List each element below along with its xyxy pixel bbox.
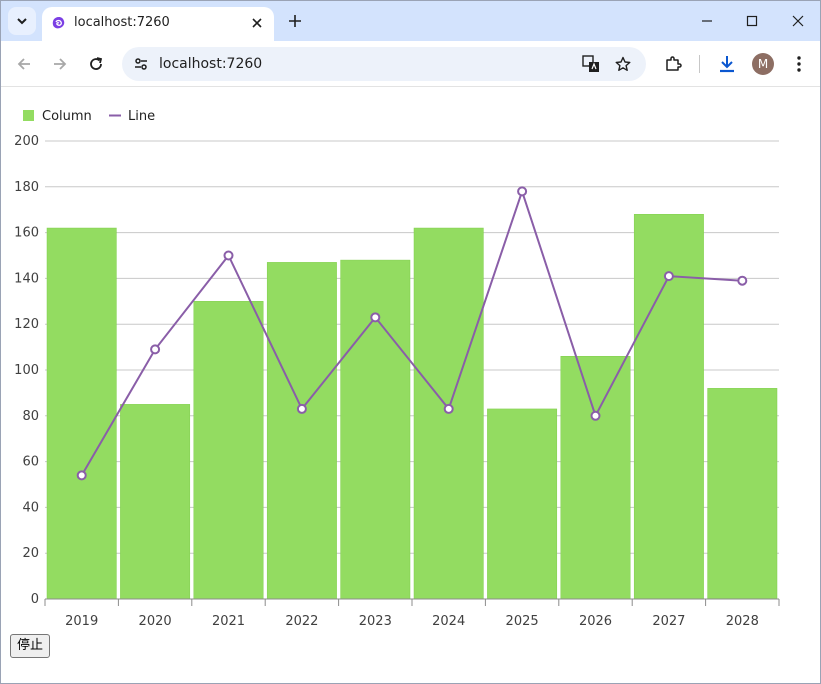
line-point	[737, 275, 748, 286]
maximize-button[interactable]	[740, 9, 764, 33]
profile-avatar[interactable]: M	[752, 53, 774, 75]
tab-strip: localhost:7260	[1, 1, 820, 41]
x-tick-label: 2023	[359, 614, 392, 629]
line-point	[296, 403, 307, 414]
x-tick-label: 2022	[285, 614, 318, 629]
legend-swatch-column	[23, 110, 34, 121]
new-tab-button[interactable]	[283, 9, 307, 33]
x-tick-label: 2028	[726, 614, 759, 629]
translate-icon	[582, 55, 599, 72]
column-bar	[46, 227, 117, 600]
column-bar	[193, 301, 264, 600]
toolbar-separator	[699, 55, 700, 73]
browser-menu-button[interactable]	[786, 51, 812, 77]
line-point	[370, 312, 381, 323]
line-point	[443, 403, 454, 414]
column-bar	[340, 259, 411, 600]
line-path	[80, 188, 743, 476]
column-bar	[120, 404, 191, 600]
column-bar	[560, 356, 631, 600]
minimize-icon	[702, 20, 712, 22]
maximize-icon	[746, 15, 758, 27]
legend-label-line: Line	[128, 109, 155, 124]
line-point	[590, 410, 601, 421]
column-series	[46, 214, 778, 600]
puzzle-icon	[666, 56, 682, 71]
minimize-button[interactable]	[695, 9, 719, 33]
downloads-button[interactable]	[714, 51, 740, 77]
legend: Column Line	[23, 109, 155, 124]
address-bar[interactable]: localhost:7260	[122, 47, 646, 81]
tune-icon	[135, 58, 147, 70]
legend-label-column: Column	[42, 109, 92, 124]
y-tick-label: 60	[22, 455, 39, 470]
y-tick-label: 20	[22, 546, 39, 561]
line-point	[223, 250, 234, 261]
translate-button[interactable]	[580, 53, 602, 75]
browser-tab[interactable]: localhost:7260	[42, 7, 274, 41]
y-tick-label: 140	[14, 271, 39, 286]
y-tick-label: 180	[14, 180, 39, 195]
x-tick-label: 2025	[506, 614, 539, 629]
site-info-button[interactable]	[130, 53, 152, 75]
line-point	[76, 470, 87, 481]
line-series	[76, 186, 748, 481]
x-tick-label: 2021	[212, 614, 245, 629]
x-tick-label: 2019	[65, 614, 98, 629]
extensions-button[interactable]	[660, 51, 686, 77]
forward-button[interactable]	[47, 51, 73, 77]
download-icon	[720, 56, 734, 73]
tab-title: localhost:7260	[74, 15, 170, 30]
x-tick-label: 2020	[139, 614, 172, 629]
column-bar	[707, 388, 778, 600]
arrow-right-icon	[54, 58, 67, 70]
combo-chart: 0 20 40 60 80 100 120 140 160 180 200 2019 2020 2021 2…	[1, 88, 820, 633]
y-tick-label: 0	[31, 592, 39, 607]
close-icon	[792, 15, 804, 27]
more-vert-icon	[797, 56, 801, 72]
url-text[interactable]: localhost:7260	[159, 56, 263, 72]
browser-toolbar: localhost:7260 M	[1, 41, 820, 87]
y-tick-label: 100	[14, 363, 39, 378]
back-button[interactable]	[11, 51, 37, 77]
y-tick-label: 40	[22, 500, 39, 515]
chevron-down-icon	[17, 18, 27, 25]
column-bar	[487, 408, 558, 600]
line-point	[663, 271, 674, 282]
bookmark-button[interactable]	[612, 53, 634, 75]
arrow-left-icon	[17, 58, 30, 70]
plus-icon	[289, 15, 301, 27]
close-window-button[interactable]	[786, 9, 810, 33]
y-tick-label: 80	[22, 409, 39, 424]
reload-icon	[90, 57, 103, 70]
axes: 0 20 40 60 80 100 120 140 160 180 200 2019 2020 2021 2…	[14, 134, 780, 629]
close-icon	[252, 18, 262, 28]
x-tick-label: 2026	[579, 614, 612, 629]
stop-button[interactable]: 停止	[10, 634, 51, 658]
y-tick-label: 160	[14, 226, 39, 241]
star-icon	[615, 56, 631, 71]
column-bar	[266, 262, 337, 600]
line-point	[517, 186, 528, 197]
line-point	[150, 344, 161, 355]
y-tick-label: 120	[14, 317, 39, 332]
x-tick-label: 2024	[432, 614, 465, 629]
blazor-app-icon	[52, 17, 65, 29]
tab-close-button[interactable]	[248, 14, 266, 32]
chart-svg: 0 20 40 60 80 100 120 140 160 180 200 2019 2020 2021 2…	[14, 109, 780, 629]
tab-search-button[interactable]	[8, 7, 36, 35]
x-tick-label: 2027	[652, 614, 685, 629]
y-tick-label: 200	[14, 134, 39, 149]
reload-button[interactable]	[83, 51, 109, 77]
